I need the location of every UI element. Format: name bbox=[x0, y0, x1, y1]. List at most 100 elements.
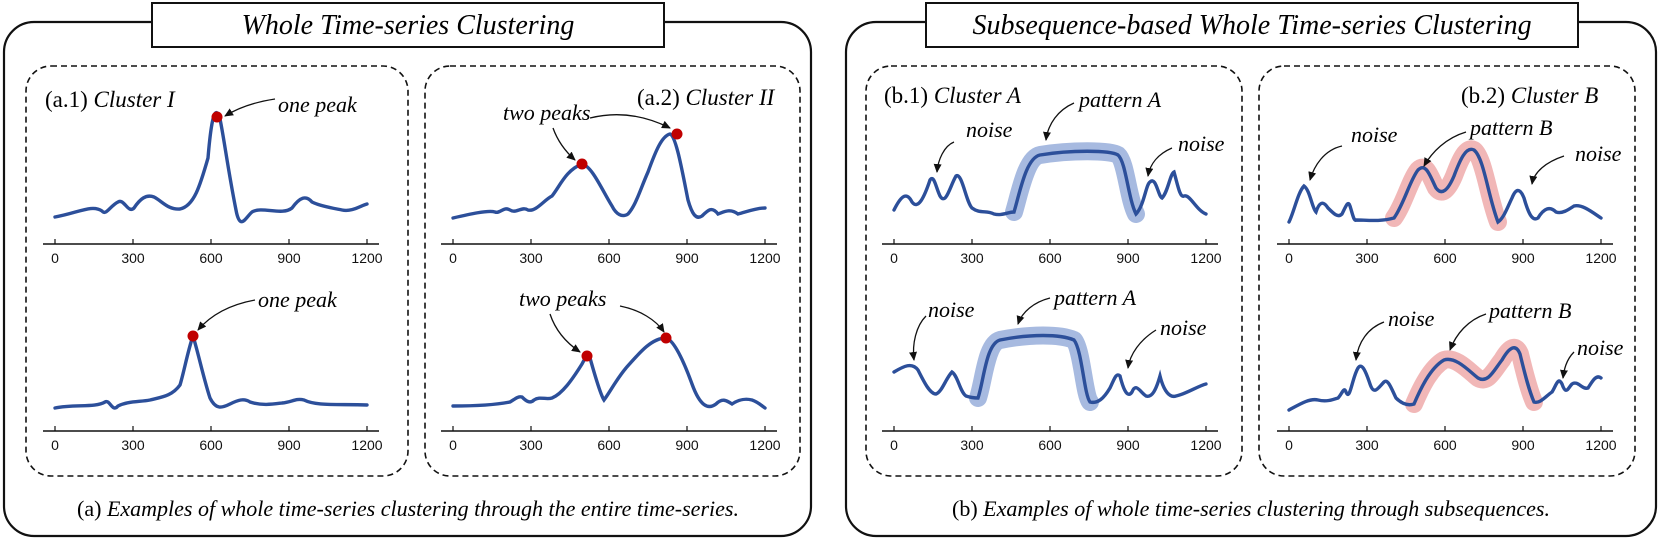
annotation-pattern-b: pattern B bbox=[1487, 298, 1572, 323]
peak-marker bbox=[187, 330, 199, 342]
axis-tick-label: 900 bbox=[1116, 250, 1140, 266]
subpanel-a1-frame bbox=[25, 65, 409, 477]
axis-tick-label: 900 bbox=[1511, 437, 1535, 453]
subpanel-b2-frame bbox=[1258, 65, 1636, 477]
axis-tick-label: 900 bbox=[675, 437, 699, 453]
peak-marker bbox=[581, 350, 593, 362]
annotation-arrow bbox=[589, 114, 671, 129]
x-axis: 0 300 600 900 1200 bbox=[441, 426, 781, 453]
axis-tick-label: 600 bbox=[597, 250, 621, 266]
axis-tick-label: 300 bbox=[1355, 437, 1379, 453]
annotation-noise: noise bbox=[1577, 335, 1624, 360]
axis-tick-label: 0 bbox=[1285, 250, 1293, 266]
right-panel-caption: (b) Examples of whole time-series cluste… bbox=[952, 496, 1550, 521]
axis-tick-label: 0 bbox=[449, 250, 457, 266]
annotation-pattern-b: pattern B bbox=[1468, 115, 1553, 140]
axis-tick-label: 0 bbox=[449, 437, 457, 453]
axis-tick-label: 1200 bbox=[749, 250, 780, 266]
annotation-arrow bbox=[197, 299, 256, 331]
annotation-noise: noise bbox=[1575, 141, 1622, 166]
annotation-noise: noise bbox=[1160, 315, 1207, 340]
axis-tick-label: 600 bbox=[199, 437, 223, 453]
x-axis: 0 300 600 900 1200 bbox=[882, 426, 1222, 453]
axis-tick-label: 1200 bbox=[351, 437, 382, 453]
axis-tick-label: 300 bbox=[519, 250, 543, 266]
right-panel: Subsequence-based Whole Time-series Clus… bbox=[844, 2, 1658, 538]
axis-tick-label: 0 bbox=[51, 250, 59, 266]
subpanel-a2-frame bbox=[424, 65, 801, 477]
axis-tick-label: 1200 bbox=[1585, 437, 1616, 453]
axis-tick-label: 1200 bbox=[749, 437, 780, 453]
series-a2-top bbox=[451, 132, 767, 220]
x-axis: 0 300 600 900 1200 bbox=[1277, 239, 1617, 266]
axis-tick-label: 300 bbox=[1355, 250, 1379, 266]
axis-tick-label: 1200 bbox=[1190, 437, 1221, 453]
x-axis: 0 300 600 900 1200 bbox=[882, 239, 1222, 266]
subpanel-b1-frame bbox=[865, 65, 1243, 477]
annotation-arrow bbox=[1043, 102, 1075, 141]
annotation-arrow bbox=[1016, 297, 1051, 325]
annotation-arrow bbox=[619, 305, 665, 333]
peak-marker bbox=[211, 111, 223, 123]
annotation-arrow bbox=[224, 98, 276, 117]
axis-tick-label: 300 bbox=[121, 437, 145, 453]
annotation-arrow bbox=[549, 313, 581, 353]
axis-tick-label: 600 bbox=[1038, 250, 1062, 266]
axis-tick-label: 600 bbox=[1433, 250, 1457, 266]
annotation-arrow bbox=[1423, 131, 1467, 167]
axis-tick-label: 1200 bbox=[1585, 250, 1616, 266]
axis-tick-label: 600 bbox=[1433, 437, 1457, 453]
annotation-noise: noise bbox=[1351, 122, 1398, 147]
series-a1-bottom bbox=[53, 330, 369, 410]
annotation-pattern-a: pattern A bbox=[1052, 285, 1137, 310]
axis-tick-label: 300 bbox=[519, 437, 543, 453]
axis-tick-label: 0 bbox=[890, 250, 898, 266]
annotation-arrow bbox=[1529, 155, 1565, 185]
subpanel-b1-label: (b.1) Cluster A bbox=[884, 83, 1022, 108]
subpanel-a2: (a.2) Cluster II 0 300 600 900 1200 two peak… bbox=[424, 65, 801, 477]
axis-tick-label: 900 bbox=[277, 437, 301, 453]
x-axis: 0 300 600 900 1200 bbox=[43, 239, 383, 266]
annotation-one-peak: one peak bbox=[278, 92, 358, 117]
axis-tick-label: 900 bbox=[675, 250, 699, 266]
axis-tick-label: 900 bbox=[1511, 250, 1535, 266]
axis-tick-label: 900 bbox=[277, 250, 301, 266]
annotation-one-peak: one peak bbox=[258, 287, 338, 312]
annotation-arrow bbox=[933, 141, 955, 173]
left-panel-title-box bbox=[151, 2, 665, 48]
series-b2-top bbox=[1287, 147, 1603, 225]
axis-tick-label: 1200 bbox=[1190, 250, 1221, 266]
left-panel: Whole Time-series Clustering (a.1) Clust… bbox=[2, 2, 813, 538]
axis-tick-label: 900 bbox=[1116, 437, 1140, 453]
peak-marker bbox=[671, 128, 683, 140]
annotation-two-peaks: two peaks bbox=[519, 286, 606, 311]
series-b2-bottom bbox=[1287, 346, 1603, 412]
axis-tick-label: 600 bbox=[199, 250, 223, 266]
annotation-arrow bbox=[1145, 147, 1173, 177]
series-a1-top bbox=[53, 110, 369, 224]
axis-tick-label: 0 bbox=[890, 437, 898, 453]
subpanel-a2-label: (a.2) Cluster II bbox=[637, 85, 776, 110]
annotation-noise: noise bbox=[1178, 131, 1225, 156]
annotation-arrow bbox=[1125, 329, 1157, 369]
series-b1-top bbox=[892, 149, 1208, 217]
left-panel-caption: (a) Examples of whole time-series cluste… bbox=[77, 496, 739, 521]
peak-marker bbox=[660, 332, 672, 344]
subpanel-b1: (b.1) Cluster A 0 300 600 900 1200 noise pat… bbox=[865, 65, 1243, 477]
axis-tick-label: 300 bbox=[960, 437, 984, 453]
annotation-arrow bbox=[1560, 351, 1575, 379]
x-axis: 0 300 600 900 1200 bbox=[441, 239, 781, 266]
annotation-noise: noise bbox=[966, 117, 1013, 142]
series-a2-bottom bbox=[451, 336, 767, 410]
annotation-arrow bbox=[1352, 321, 1385, 361]
annotation-noise: noise bbox=[1388, 306, 1435, 331]
subpanel-a1: (a.1) Cluster I 0 300 600 900 1200 one peak … bbox=[25, 65, 409, 477]
axis-tick-label: 300 bbox=[121, 250, 145, 266]
axis-tick-label: 0 bbox=[1285, 437, 1293, 453]
axis-tick-label: 600 bbox=[1038, 437, 1062, 453]
axis-tick-label: 300 bbox=[960, 250, 984, 266]
x-axis: 0 300 600 900 1200 bbox=[1277, 426, 1617, 453]
annotation-arrow bbox=[909, 315, 927, 361]
left-panel-title: Whole Time-series Clustering bbox=[242, 10, 575, 41]
